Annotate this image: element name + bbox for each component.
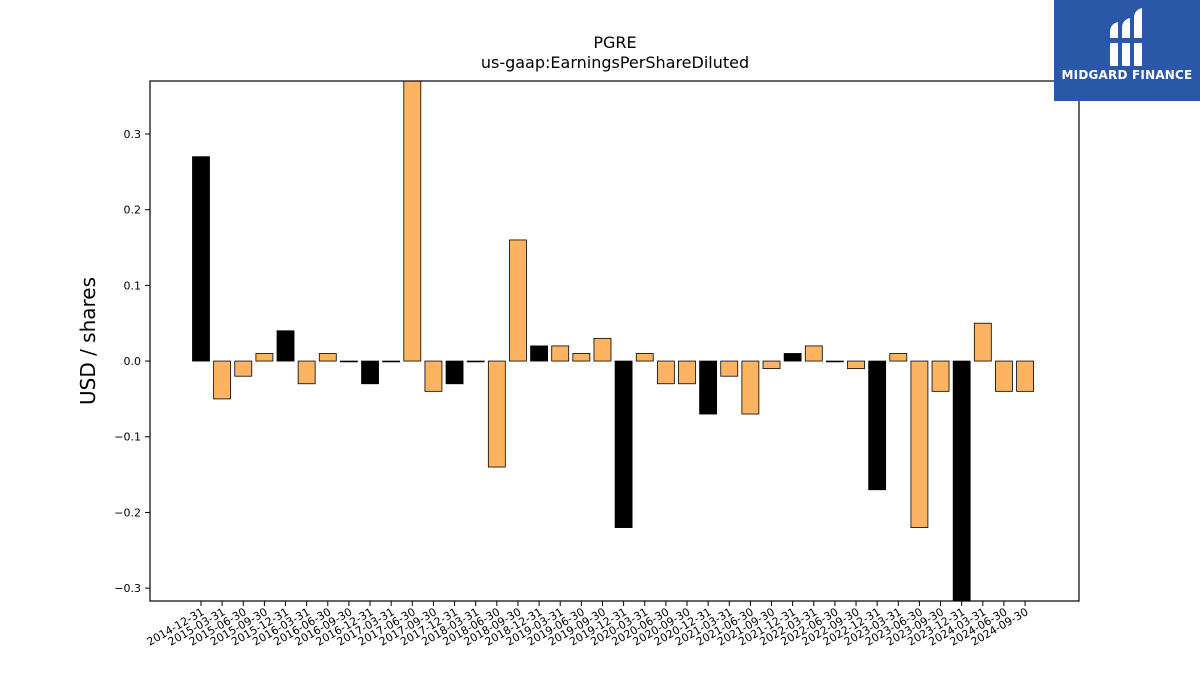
logo-name: MIDGARD FINANCE: [1061, 68, 1193, 82]
bar-2023-12-31: [952, 360, 971, 601]
bar-2020-06-30: [656, 360, 675, 385]
chart-title: PGRE: [593, 33, 636, 52]
bar-2022-12-31: [868, 360, 887, 491]
bar-2024-09-30: [1016, 360, 1034, 392]
bar-2022-06-30: [826, 360, 844, 363]
bar-2021-09-30: [762, 360, 781, 370]
chart-subtitle: us-gaap:EarningsPerShareDiluted: [481, 53, 749, 72]
y-tick-label: 0.2: [124, 204, 142, 217]
bar-2020-03-31: [635, 353, 654, 362]
bar-2015-03-31: [213, 360, 232, 400]
plot-area: −0.3−0.2−0.10.00.10.20.32014-12-312015-0…: [114, 80, 1080, 649]
bar-2022-03-31: [804, 345, 823, 362]
y-tick-label: 0.1: [124, 279, 142, 292]
y-tick-label: −0.2: [114, 506, 141, 519]
y-tick-label: 0.3: [124, 128, 142, 141]
y-tick-label: 0.0: [124, 355, 142, 368]
bar-2022-09-30: [847, 360, 865, 370]
bar-2017-03-31: [382, 360, 401, 363]
bar-2020-12-31: [699, 360, 718, 415]
bar-2017-12-31: [445, 360, 464, 385]
bar-2017-06-30: [403, 81, 422, 362]
bar-2024-06-30: [995, 360, 1013, 392]
bar-2017-09-30: [424, 360, 443, 392]
bar-2021-06-30: [741, 360, 760, 415]
y-tick-label: −0.3: [114, 582, 141, 595]
bar-2021-03-31: [720, 360, 739, 377]
bar-2019-06-30: [572, 353, 591, 362]
bar-2019-09-30: [593, 337, 612, 362]
bar-2016-09-30: [340, 360, 358, 363]
bar-2018-09-30: [509, 239, 527, 362]
bar-2015-12-31: [276, 330, 295, 362]
midgard-logo-icon: [1108, 8, 1146, 66]
y-axis-label: USD / shares: [76, 277, 100, 405]
bar-2015-09-30: [255, 353, 274, 362]
bars-group: [192, 81, 1034, 601]
bar-2014-12-31: [192, 156, 210, 362]
y-tick-label: −0.1: [114, 431, 141, 444]
bar-2016-03-31: [297, 360, 316, 385]
bar-2019-12-31: [614, 360, 633, 528]
brand-logo: MIDGARD FINANCE: [1054, 0, 1200, 101]
bar-2016-12-31: [361, 360, 379, 385]
bar-2019-03-31: [551, 345, 570, 362]
bar-2018-12-31: [530, 345, 548, 362]
bar-2015-06-30: [234, 360, 253, 377]
plot-frame: [149, 80, 1080, 602]
bar-2023-03-31: [889, 353, 908, 362]
bar-2018-06-30: [487, 360, 506, 468]
bar-2023-09-30: [931, 360, 950, 392]
bar-2023-06-30: [910, 360, 929, 528]
bar-2024-03-31: [973, 322, 992, 362]
bar-2021-12-31: [783, 353, 802, 362]
bar-2018-03-31: [466, 360, 485, 363]
bar-2020-09-30: [678, 360, 696, 385]
bar-2016-06-30: [318, 353, 337, 362]
